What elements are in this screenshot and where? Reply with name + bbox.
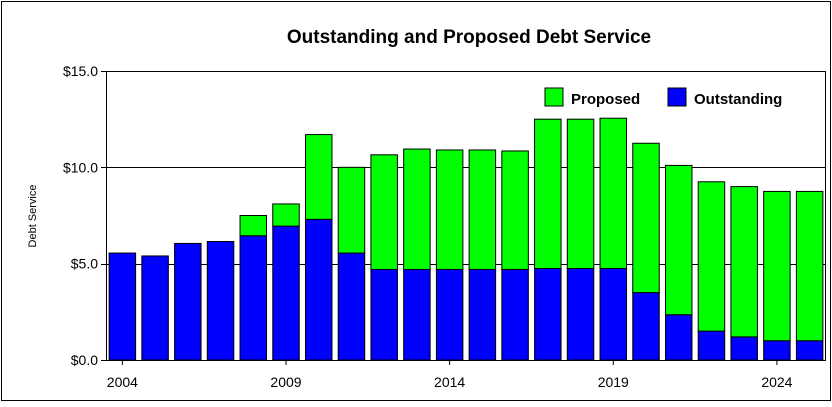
y-tick-label: $15.0 (63, 63, 98, 79)
bar-outstanding-2015 (468, 268, 497, 361)
bar-proposed-2016 (501, 150, 529, 270)
bar-proposed-2019 (599, 117, 628, 269)
y-axis-label: Debt Service (27, 185, 39, 248)
x-tick-label: 2009 (270, 374, 301, 390)
bar-proposed-2024 (763, 190, 791, 342)
bar-proposed-2014 (435, 149, 464, 270)
bar-proposed-2020 (632, 142, 660, 294)
legend: Proposed Outstanding (544, 87, 782, 108)
bar-outstanding-2019 (599, 267, 628, 361)
y-axis-ticks: $0.0 $5.0 $10.0 $15.0 (63, 63, 106, 368)
bar-proposed-2012 (370, 154, 398, 270)
x-tick-label: 2019 (598, 374, 629, 390)
bar-proposed-2010 (304, 134, 333, 220)
bar-outstanding-2017 (534, 267, 562, 361)
plot-frame (106, 71, 826, 361)
bar-outstanding-2013 (403, 268, 431, 361)
bar-proposed-2015 (468, 149, 497, 270)
bar-proposed-2013 (403, 148, 431, 270)
bar-proposed-2022 (697, 181, 726, 332)
bar-outstanding-2018 (566, 267, 595, 361)
bar-proposed-2018 (566, 118, 595, 269)
bar-outstanding-2025 (795, 340, 824, 361)
bar-outstanding-2005 (141, 255, 169, 361)
bar-outstanding-2014 (435, 268, 464, 361)
bar-proposed-2009 (272, 203, 300, 227)
y-tick-label: $0.0 (71, 352, 98, 368)
x-tick-label: 2024 (761, 374, 792, 390)
x-tick-label: 2004 (107, 374, 138, 390)
axes (106, 71, 826, 361)
y-tick-label: $5.0 (71, 256, 98, 272)
bar-outstanding-2011 (337, 252, 366, 361)
bar-outstanding-2024 (763, 340, 791, 361)
bar-outstanding-2008 (239, 235, 268, 361)
bar-outstanding-2007 (206, 241, 235, 361)
bar-outstanding-2023 (730, 336, 758, 361)
bar-proposed-2017 (534, 118, 562, 269)
bars (108, 117, 824, 361)
y-tick-label: $10.0 (63, 159, 98, 175)
bar-outstanding-2020 (632, 292, 660, 361)
legend-swatch-outstanding (667, 87, 687, 107)
legend-label-outstanding: Outstanding (694, 91, 782, 108)
bar-outstanding-2009 (272, 225, 300, 361)
x-axis-ticks: 2004 2009 2014 2019 2024 (107, 360, 793, 390)
bar-outstanding-2010 (304, 218, 333, 361)
legend-label-proposed: Proposed (571, 91, 640, 108)
x-tick-label: 2014 (434, 374, 465, 390)
bar-outstanding-2012 (370, 268, 398, 361)
bar-outstanding-2004 (108, 252, 137, 361)
bar-outstanding-2022 (697, 330, 726, 361)
bar-outstanding-2006 (174, 242, 202, 361)
legend-swatch-proposed (544, 87, 564, 107)
bar-proposed-2021 (664, 164, 693, 316)
bar-proposed-2025 (795, 190, 824, 342)
bar-proposed-2023 (730, 186, 758, 338)
bar-proposed-2011 (337, 166, 366, 254)
bar-proposed-2008 (239, 215, 268, 237)
chart-title: Outstanding and Proposed Debt Service (287, 27, 651, 48)
bar-outstanding-2021 (664, 314, 693, 361)
bar-outstanding-2016 (501, 268, 529, 361)
